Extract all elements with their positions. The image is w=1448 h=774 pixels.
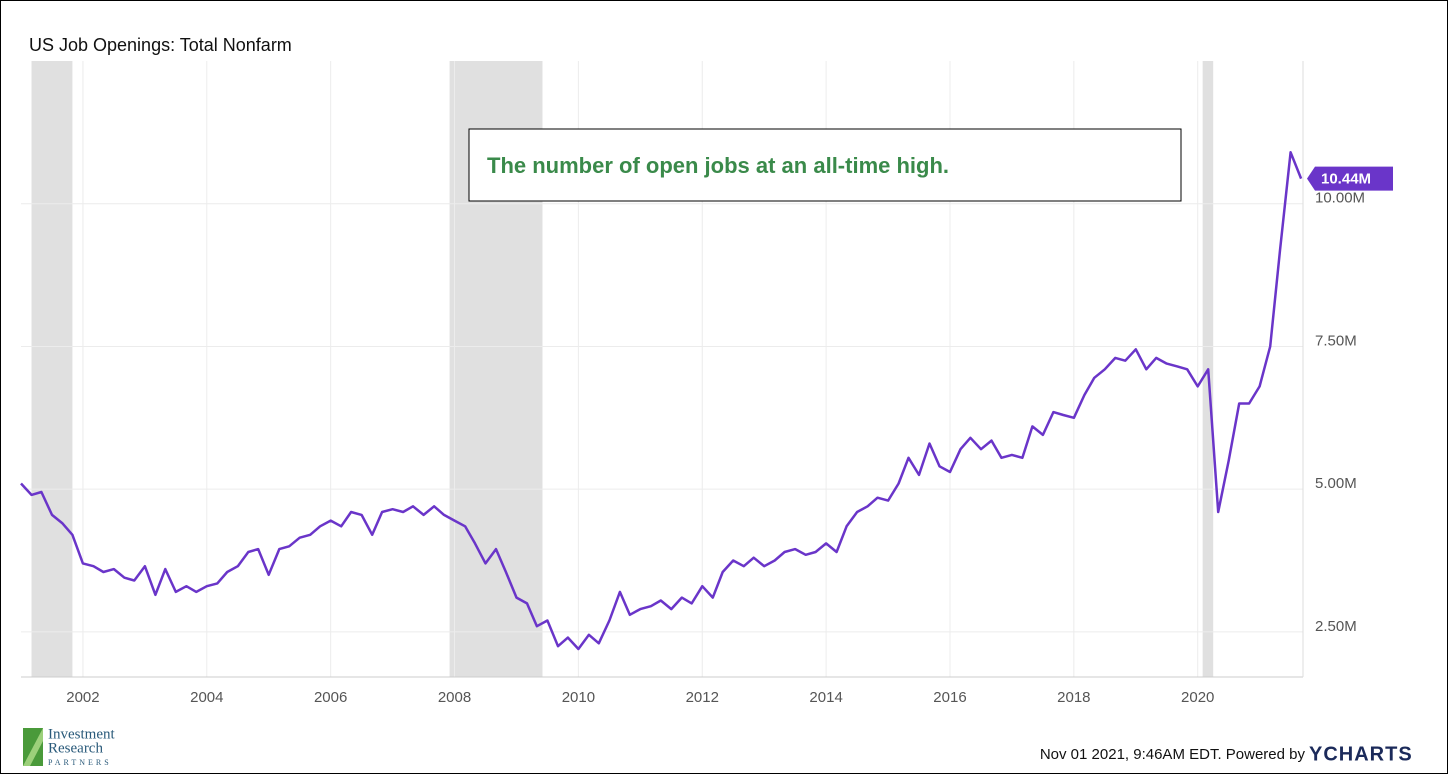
end-label: 10.44M bbox=[1321, 171, 1371, 188]
x-tick-label: 2012 bbox=[686, 689, 719, 706]
footer-brand: YCHARTS bbox=[1309, 743, 1413, 765]
y-tick-label: 5.00M bbox=[1315, 475, 1357, 492]
x-tick-label: 2002 bbox=[66, 689, 99, 706]
annotation: The number of open jobs at an all-time h… bbox=[487, 153, 949, 178]
x-tick-label: 2006 bbox=[314, 689, 347, 706]
x-tick-label: 2020 bbox=[1181, 689, 1214, 706]
logo: Investment Research PARTNERS bbox=[23, 726, 115, 767]
footer: Nov 01 2021, 9:46AM EDT. Powered by bbox=[1040, 746, 1306, 763]
y-tick-label: 7.50M bbox=[1315, 332, 1357, 349]
y-tick-label: 2.50M bbox=[1315, 618, 1357, 635]
series-line bbox=[20, 151, 1303, 651]
annotation-box bbox=[468, 128, 1182, 202]
x-tick-label: 2010 bbox=[562, 689, 595, 706]
logo-icon-accent bbox=[23, 728, 43, 766]
chart-title: US Job Openings: Total Nonfarm bbox=[29, 35, 292, 55]
logo-text: Investment bbox=[48, 726, 115, 742]
end-label-badge bbox=[1307, 166, 1393, 191]
x-tick-label: 2004 bbox=[190, 689, 223, 706]
recession-band bbox=[31, 61, 73, 677]
x-tick-label: 2008 bbox=[438, 689, 471, 706]
logo-text: PARTNERS bbox=[48, 758, 112, 767]
x-tick-label: 2016 bbox=[933, 689, 966, 706]
x-tick-label: 2018 bbox=[1057, 689, 1090, 706]
x-tick-label: 2014 bbox=[809, 689, 842, 706]
logo-text: Research bbox=[48, 740, 103, 756]
y-tick-label: 10.00M bbox=[1315, 190, 1365, 207]
